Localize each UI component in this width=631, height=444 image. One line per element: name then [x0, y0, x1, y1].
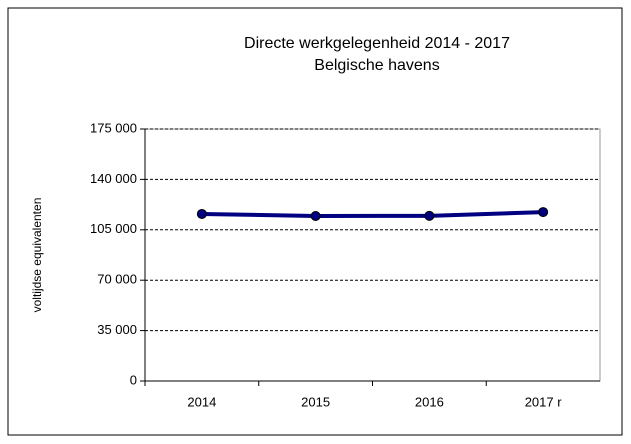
y-tick-label: 70 000 [97, 272, 137, 287]
x-tick-label: 2015 [301, 394, 330, 409]
series-marker [424, 210, 435, 221]
series-marker [196, 208, 207, 219]
series-line [201, 210, 544, 218]
chart-subtitle: Belgische havens [314, 57, 439, 74]
y-tick-label: 0 [130, 372, 137, 387]
y-axis-label: voltijdse equivalenten [30, 198, 44, 313]
x-tick-label: 2014 [187, 394, 216, 409]
series-marker [310, 210, 321, 221]
chart-frame [7, 7, 623, 436]
y-tick-label: 175 000 [90, 120, 137, 135]
y-tick-label: 105 000 [90, 221, 137, 236]
chart-title: Directe werkgelegenheid 2014 - 2017 [244, 35, 510, 52]
y-tick-label: 140 000 [90, 171, 137, 186]
series-marker [538, 207, 549, 218]
x-tick-label: 2016 [415, 394, 444, 409]
y-tick-label: 35 000 [97, 322, 137, 337]
x-tick-label: 2017 r [525, 394, 563, 409]
